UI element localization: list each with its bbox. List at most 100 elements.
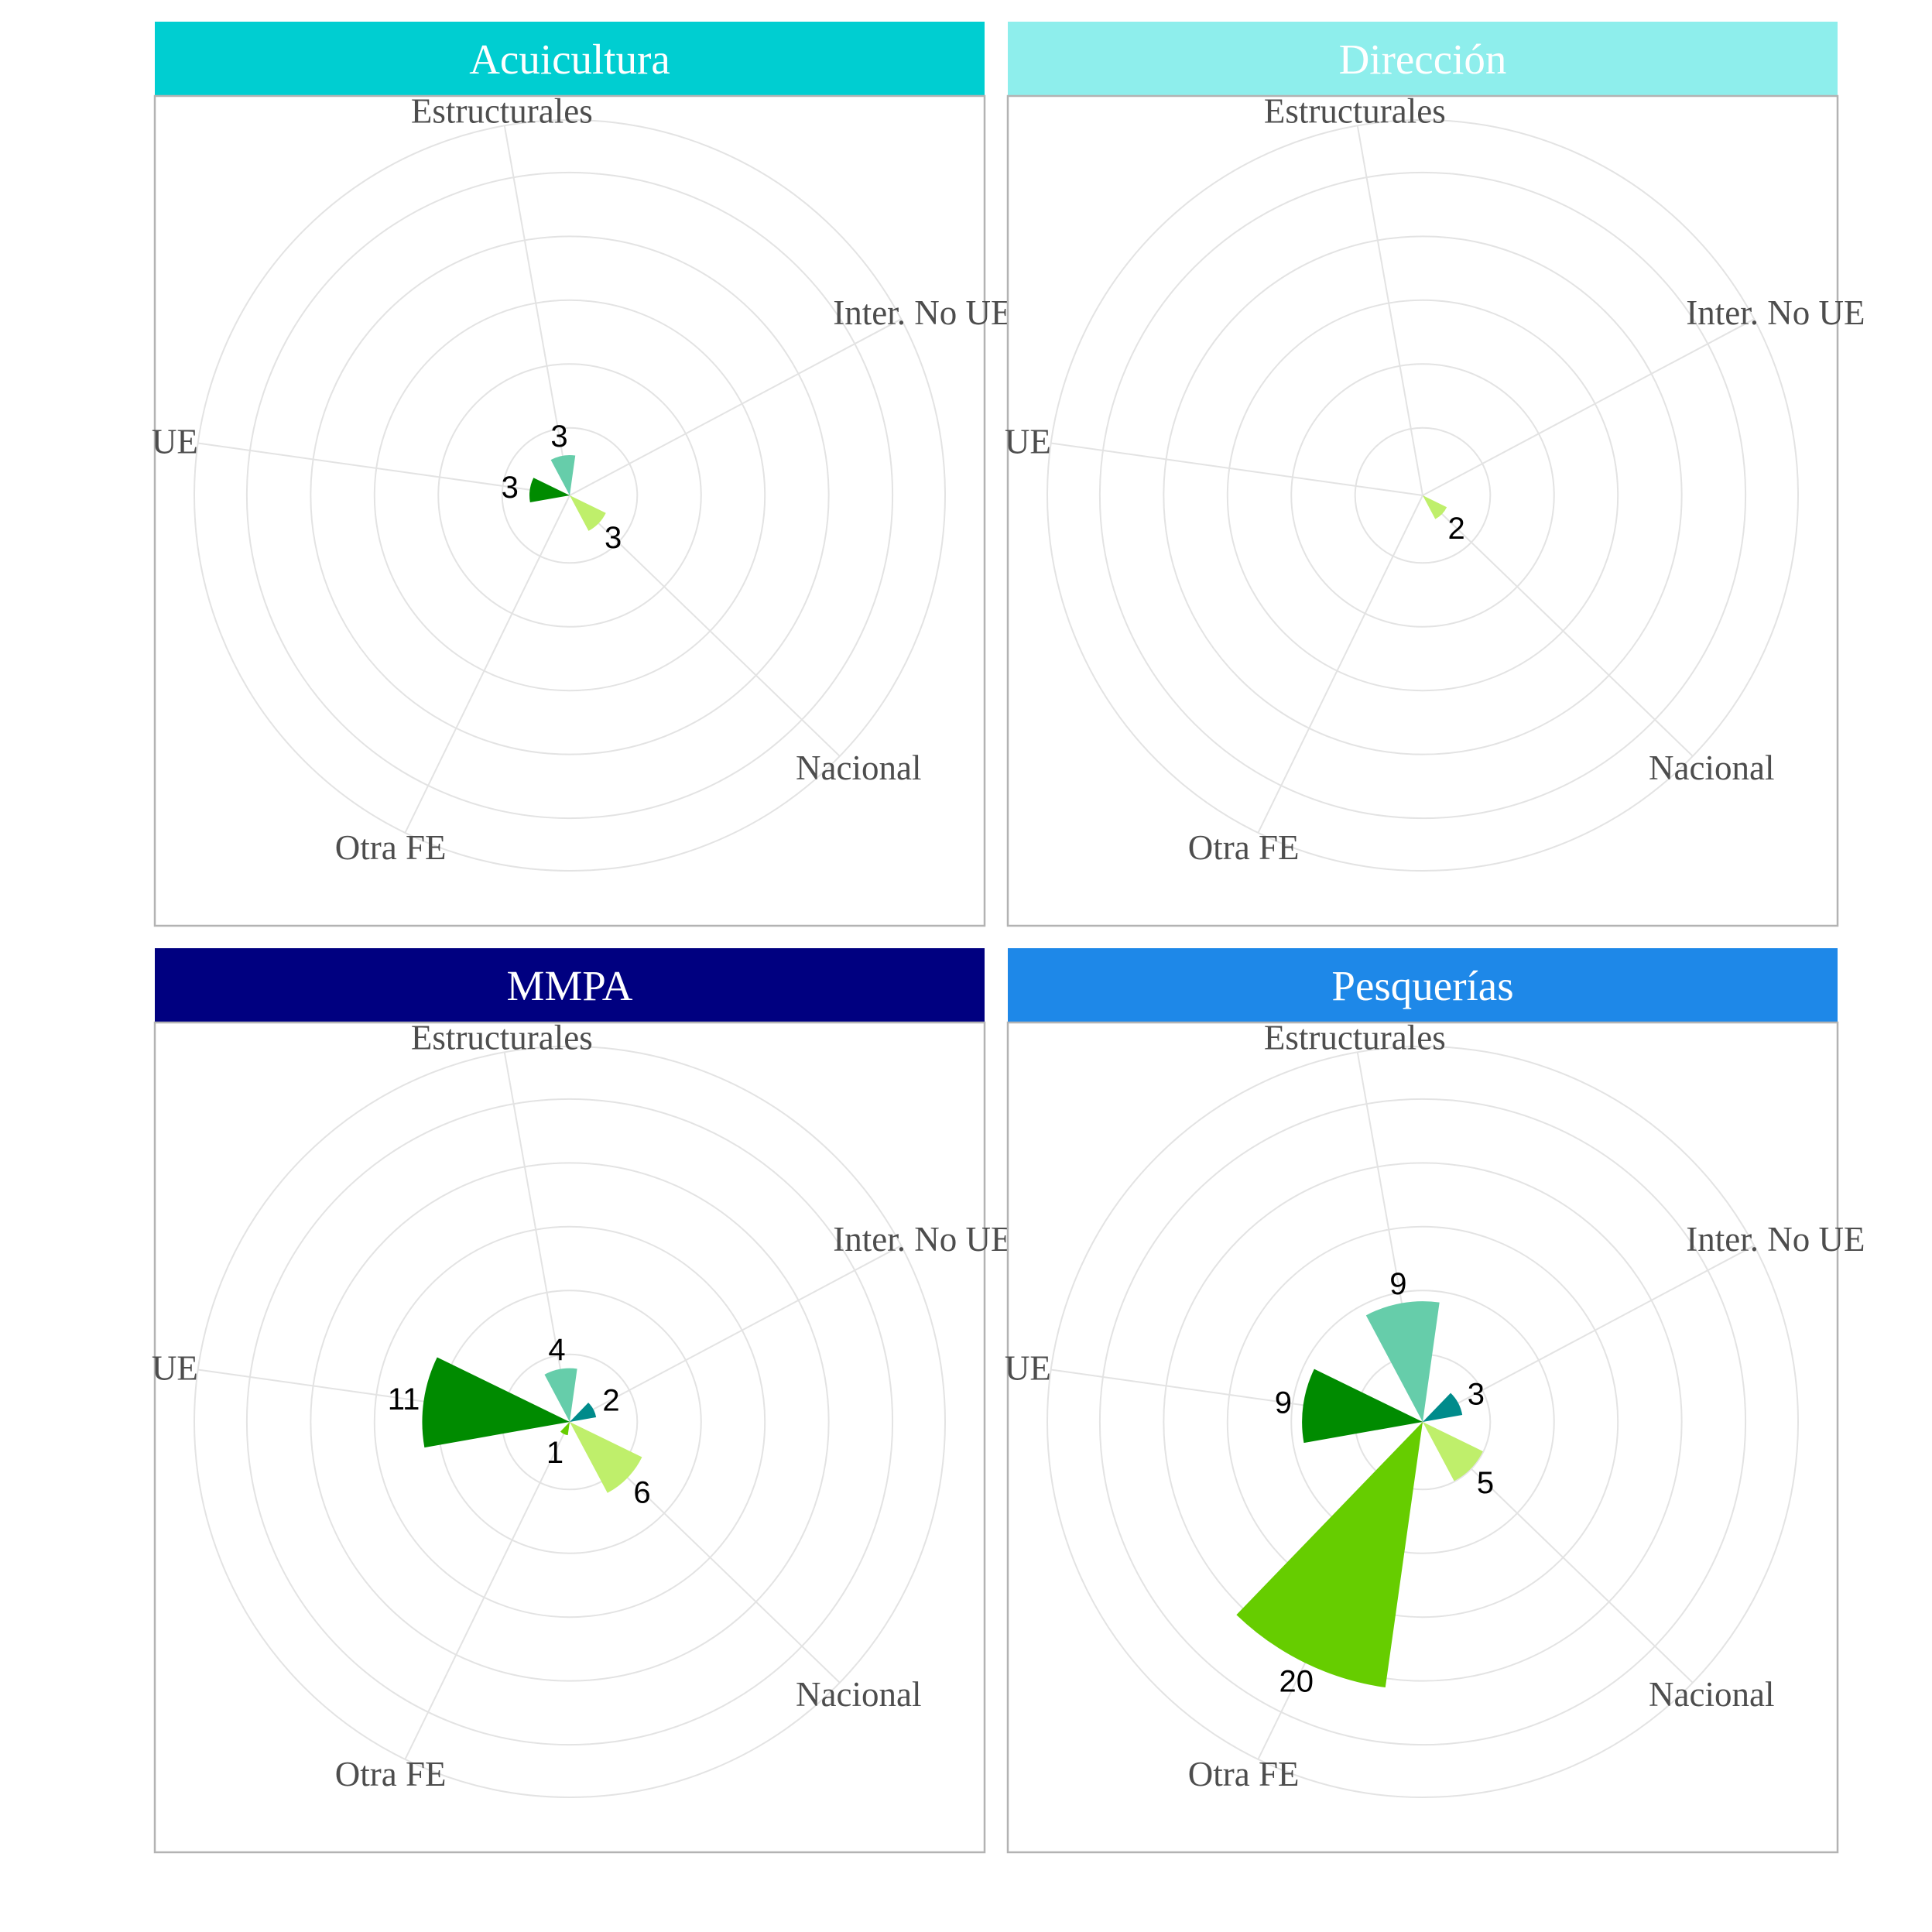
category-label-otra-fe: Otra FE (335, 1755, 447, 1793)
category-label-nacional: Nacional (1649, 748, 1774, 787)
bar-ue (422, 1357, 570, 1448)
grid-circle (373, 1225, 766, 1619)
grid-spoke (569, 1245, 902, 1423)
grid-spoke (1257, 495, 1423, 834)
panel-title: Pesquerías (1331, 962, 1513, 1009)
panel-background (1006, 1021, 1839, 1854)
grid-spoke (1422, 495, 1694, 757)
grid-circle (1163, 235, 1683, 755)
grid-spoke (1422, 318, 1755, 496)
grid-spoke (197, 442, 570, 496)
category-label-ue: UE (1005, 1349, 1051, 1388)
grid-circle (194, 1046, 946, 1798)
category-label-estructurales: Estructurales (411, 1019, 593, 1057)
bar-ue (529, 478, 570, 503)
panel-strip (1008, 22, 1838, 96)
category-label-estructurales: Estructurales (1264, 1019, 1446, 1057)
value-label-inter-no-ue: 2 (602, 1384, 619, 1418)
panel-title: MMPA (506, 962, 632, 1009)
value-label-ue: 3 (502, 471, 519, 505)
bar-estructurales (1365, 1301, 1440, 1422)
panel-title: Acuicultura (469, 36, 670, 83)
bar-nacional (1423, 495, 1447, 519)
value-label-nacional: 5 (1477, 1466, 1494, 1500)
value-label-nacional: 2 (1447, 512, 1464, 546)
bar-estructurales (550, 455, 576, 495)
panel-strip (1008, 948, 1838, 1023)
grid-circle (1290, 1290, 1555, 1554)
panel-strip (155, 948, 985, 1023)
grid-spoke (569, 495, 841, 757)
panel-direccion: Dirección 2 Estructurales Inter. No UE Nacio… (1005, 22, 1865, 927)
category-label-inter-no-ue: Inter. No UE (1686, 293, 1865, 332)
category-label-estructurales: Estructurales (1264, 92, 1446, 131)
bar-nacional (1423, 1422, 1483, 1482)
panel-background (153, 94, 986, 927)
grid-circle (437, 363, 702, 628)
category-label-nacional: Nacional (1649, 1675, 1774, 1714)
grid-spoke (1422, 1245, 1755, 1423)
category-label-ue: UE (152, 423, 198, 461)
category-label-nacional: Nacional (796, 1675, 921, 1714)
category-label-ue: UE (152, 1349, 198, 1388)
value-label-otra-fe: 1 (546, 1436, 564, 1470)
bar-inter-no-ue (1423, 1392, 1463, 1422)
bar-estructurales (544, 1368, 577, 1422)
value-label-otra-fe: 20 (1279, 1665, 1314, 1699)
value-label-estructurales: 3 (550, 420, 567, 454)
grid-spoke (569, 318, 902, 496)
grid-circle (194, 119, 946, 872)
category-label-inter-no-ue: Inter. No UE (833, 293, 1012, 332)
grid-circle (1098, 171, 1747, 820)
value-label-ue: 9 (1275, 1386, 1292, 1420)
category-label-ue: UE (1005, 423, 1051, 461)
value-label-nacional: 3 (605, 521, 622, 555)
panel-title: Dirección (1339, 36, 1507, 83)
grid-circle (1226, 299, 1619, 692)
value-label-estructurales: 9 (1389, 1267, 1406, 1301)
value-label-ue: 11 (388, 1382, 420, 1416)
grid-spoke (404, 495, 570, 834)
category-label-nacional: Nacional (796, 748, 921, 787)
bar-nacional (570, 1422, 642, 1493)
bar-otra-fe (560, 1422, 570, 1436)
category-label-estructurales: Estructurales (411, 92, 593, 131)
category-label-inter-no-ue: Inter. No UE (1686, 1220, 1865, 1259)
grid-circle (310, 235, 830, 755)
grid-circle (501, 426, 639, 564)
bar-ue (1302, 1368, 1423, 1444)
panel-background (1006, 94, 1839, 927)
bar-otra-fe (1236, 1422, 1423, 1688)
grid-circle (373, 299, 766, 692)
category-label-otra-fe: Otra FE (1188, 828, 1300, 867)
category-label-otra-fe: Otra FE (1188, 1755, 1300, 1793)
grid-circle (1354, 426, 1492, 564)
panel-strip (155, 22, 985, 96)
grid-circle (245, 171, 894, 820)
grid-spoke (503, 125, 570, 496)
bar-nacional (570, 495, 606, 531)
grid-circle (245, 1098, 894, 1746)
grid-circle (1046, 1046, 1799, 1798)
grid-circle (1163, 1162, 1683, 1682)
bar-inter-no-ue (570, 1403, 597, 1422)
grid-circle (1290, 363, 1555, 628)
value-label-nacional: 6 (633, 1475, 650, 1509)
category-label-otra-fe: Otra FE (335, 828, 447, 867)
grid-circle (1098, 1098, 1747, 1746)
panel-background (153, 1021, 986, 1854)
value-label-inter-no-ue: 3 (1468, 1377, 1485, 1411)
grid-circle (310, 1162, 830, 1682)
grid-circle (1226, 1225, 1619, 1619)
panel-pesquerias: Pesquerías 9 3 5 20 9 Estructurales Inter. No U… (1005, 948, 1865, 1854)
grid-spoke (1050, 442, 1423, 496)
grid-spoke (503, 1052, 570, 1423)
grid-spoke (1356, 125, 1423, 496)
grid-spoke (404, 1421, 570, 1760)
grid-circle (1046, 119, 1799, 872)
category-label-inter-no-ue: Inter. No UE (833, 1220, 1012, 1259)
value-label-estructurales: 4 (548, 1333, 565, 1367)
